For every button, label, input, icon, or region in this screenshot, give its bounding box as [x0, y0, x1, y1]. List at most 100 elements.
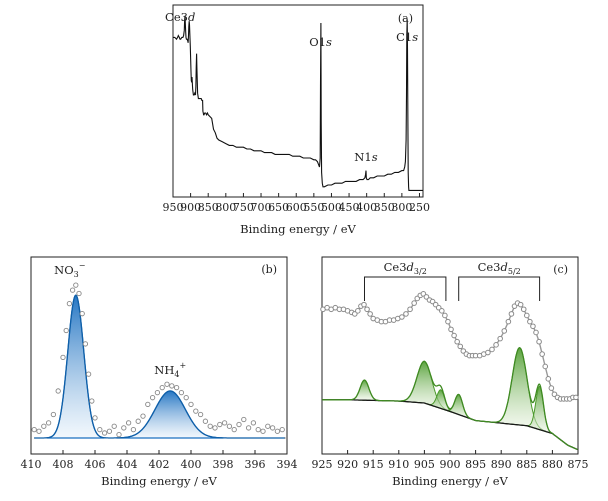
ce3d-data-point: [530, 323, 536, 330]
ce3d-data-point: [508, 311, 515, 317]
panel-a-frame: [172, 4, 424, 198]
panel-a-tick-label: 800: [215, 201, 236, 214]
n1s-data-point: [245, 425, 252, 431]
n1s-data-point: [130, 426, 137, 433]
ce3d-data-point: [454, 338, 460, 345]
panel-c-tick-label: 915: [363, 458, 384, 471]
ce3d-data-point: [542, 363, 549, 370]
panel-c-tick-label: 875: [568, 458, 589, 471]
panel-b-tick-label: 400: [181, 458, 202, 471]
ce3d-data-point: [497, 335, 503, 342]
ce3d-data-point: [489, 346, 495, 353]
ce3d-data-point: [485, 349, 491, 356]
panel-b-tick-label: 404: [117, 458, 138, 471]
n1s-data-point: [31, 426, 37, 433]
ce3d-component-1: [349, 379, 381, 402]
n1s-data-point: [173, 384, 180, 391]
n1s-data-point: [202, 418, 209, 424]
n1s-data-point: [135, 418, 141, 424]
n1s-data-point: [274, 428, 281, 434]
panel-a-tick-label: 650: [268, 201, 289, 214]
panel-b-tick-label: 402: [149, 458, 170, 471]
panel-a-x-axis: 9509008508007507006506005505004504003503…: [163, 193, 430, 214]
panel-c-tick-label: 925: [312, 458, 333, 471]
n1s-data-point: [217, 421, 223, 428]
panel-a-plot-area: [173, 15, 423, 191]
ce3d-data-line: [322, 292, 576, 400]
panel-a-tick-label: 500: [321, 201, 342, 214]
n1s-data-point: [178, 389, 185, 396]
ce3d-data-point: [367, 311, 373, 317]
n1s-data-point: [116, 431, 122, 438]
panel-b-label: (b): [261, 263, 277, 276]
n1s-data-point: [73, 282, 79, 288]
n1s-data-point: [89, 398, 95, 404]
panel-c-tick-label: 895: [465, 458, 486, 471]
ce3d-data-point: [399, 314, 405, 320]
n1s-data-point: [250, 420, 257, 426]
peak-label-c1s: C1s: [396, 30, 418, 44]
n1s-data-point: [241, 416, 247, 423]
n1s-data-point: [154, 389, 161, 396]
n1s-data-point: [69, 287, 76, 293]
panel-a-tick-label: 750: [233, 201, 254, 214]
n1s-data-point: [149, 395, 156, 401]
panel-a-peak-labels: Ce3d O1s N1s C1s: [165, 10, 418, 164]
panel-c-peak-groups: Ce3d3/2 Ce3d5/2: [363, 260, 541, 301]
panel-c-tick-label: 920: [337, 458, 358, 471]
peak-label-no3: NO3−: [54, 261, 85, 279]
n1s-data-point: [41, 423, 47, 429]
ce3d-data-point: [445, 318, 451, 325]
panel-a-label: (a): [398, 12, 413, 25]
ce3d-data-point: [520, 306, 527, 313]
ce3d-data-point: [533, 329, 539, 336]
panel-c-label: (c): [553, 263, 568, 276]
ce3d-group-bracket-1: [363, 276, 447, 301]
n1s-data-point: [55, 388, 61, 394]
panel-b-tick-label: 410: [21, 458, 42, 471]
n1s-data-point: [169, 383, 175, 389]
ce3d-data-point: [403, 311, 409, 317]
panel-a-tick-label: 900: [180, 201, 201, 214]
ce3d-data-point: [364, 306, 370, 313]
n1s-data-point: [85, 371, 92, 377]
ce3d-background-line: [322, 399, 578, 450]
panel-a-tick-label: 350: [374, 201, 395, 214]
panel-a-tick-label: 300: [391, 201, 412, 214]
panel-c-tick-label: 890: [491, 458, 512, 471]
n1s-data-point: [236, 421, 242, 428]
ce3d-data-point: [355, 308, 361, 314]
n1s-data-point: [106, 428, 113, 434]
ce3d-data-point: [524, 312, 530, 319]
peak-label-nh4: NH4+: [154, 361, 186, 379]
ce3d-data-point: [442, 312, 448, 319]
ce3d-data-point: [548, 385, 555, 391]
panel-b-tick-label: 398: [213, 458, 234, 471]
n1s-data-point: [36, 428, 42, 434]
n1s-fit-envelope: [34, 294, 285, 439]
panel-b-tick-label: 396: [245, 458, 266, 471]
survey-spectrum-line: [173, 15, 423, 191]
n1s-data-point: [265, 423, 271, 429]
n1s-data-point: [92, 415, 98, 421]
ce3d-data-point: [536, 338, 542, 345]
n1s-data-point: [125, 420, 132, 426]
panel-a-tick-label: 950: [163, 201, 184, 214]
ce3d-data-point: [501, 328, 508, 334]
panel-b-tick-label: 408: [53, 458, 74, 471]
ce3d-data-point: [448, 326, 454, 333]
panel-a-x-axis-title: Binding energy / eV: [240, 222, 356, 236]
panel-b: 410 408 406 404 402 400 398 396 394 NO3− NH4+ (b)…: [21, 256, 298, 488]
ce3d-data-point: [411, 300, 417, 306]
n1s-data-point: [82, 341, 89, 347]
n1s-data-point: [60, 354, 66, 361]
n1s-data-point: [231, 426, 237, 433]
panel-c: 925 920 915 910 905 900 895 890 885 880 875 Ce3d3/…: [312, 256, 589, 488]
panel-b-plot-area: [31, 282, 286, 439]
panel-a-tick-label: 400: [356, 201, 377, 214]
n1s-data-point: [97, 426, 103, 433]
panel-b-x-axis-title: Binding energy / eV: [101, 474, 217, 488]
peak-label-ce3d: Ce3d: [165, 10, 195, 24]
n1s-data-point: [159, 384, 165, 391]
